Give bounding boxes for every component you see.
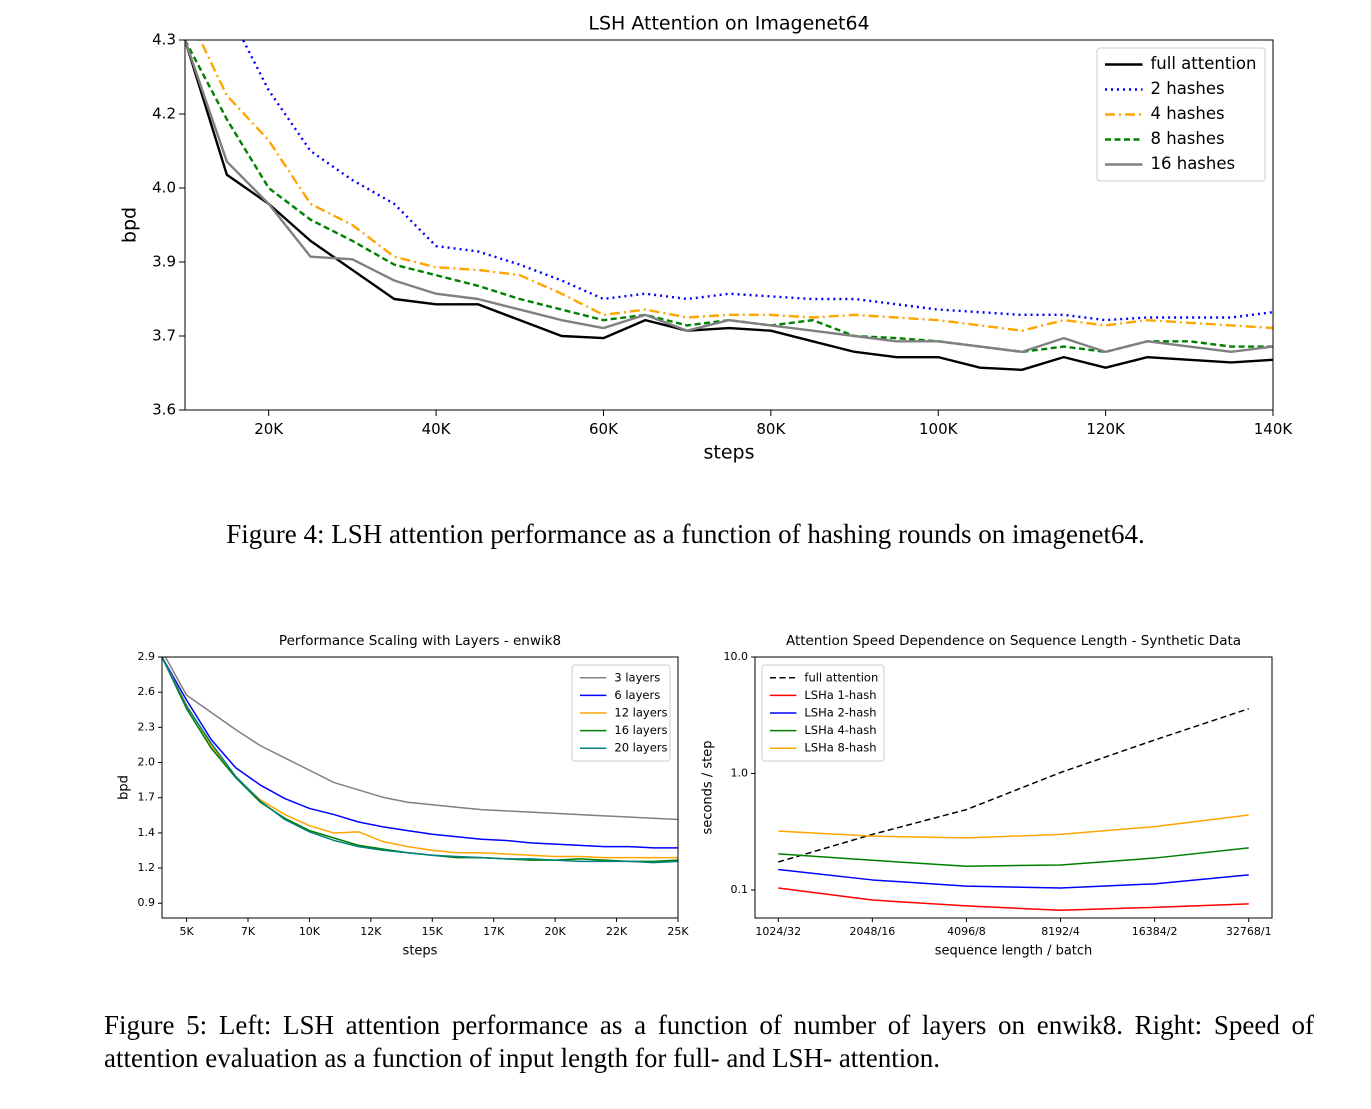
x-tick-label: 4096/8 <box>947 925 986 938</box>
legend-box <box>1096 47 1266 182</box>
y-axis-label: bpd <box>117 775 132 800</box>
y-tick-label: 3.9 <box>152 253 176 271</box>
y-tick-label: 2.0 <box>138 756 156 769</box>
x-tick-label: 10K <box>299 925 321 938</box>
plot-frame <box>161 656 679 919</box>
legend-label: 4 hashes <box>1151 104 1225 123</box>
y-tick-label: 4.2 <box>152 105 176 123</box>
series-line <box>185 40 1273 372</box>
y-tick-label: 3.6 <box>152 401 176 419</box>
x-tick-label: 40K <box>422 420 452 438</box>
x-axis-label: sequence length / batch <box>935 944 1093 959</box>
y-tick-label: 1.0 <box>731 767 749 780</box>
x-tick-label: 5K <box>179 925 194 938</box>
legend-label: LSHa 1-hash <box>804 688 876 702</box>
series-line <box>162 657 678 864</box>
figure-caption: Figure 4: LSH attention performance as a… <box>226 519 1145 549</box>
plot-area <box>185 40 1273 372</box>
x-tick-label: 15K <box>422 925 444 938</box>
series-line <box>778 887 1249 912</box>
series-line <box>778 707 1249 863</box>
figure-caption: Figure 5: Left: LSH attention performanc… <box>104 1010 1314 1073</box>
x-tick-label: 60K <box>589 420 619 438</box>
legend-label: 16 layers <box>614 723 667 737</box>
y-tick-label: 10.0 <box>724 650 749 663</box>
x-tick-label: 12K <box>360 925 382 938</box>
y-tick-label: 0.1 <box>731 883 749 896</box>
legend-label: 12 layers <box>614 706 667 720</box>
x-tick-label: 120K <box>1086 420 1126 438</box>
series-line <box>241 40 1273 322</box>
legend-box <box>571 664 671 762</box>
series-line <box>164 657 678 821</box>
x-tick-label: 22K <box>606 925 628 938</box>
x-axis-label: steps <box>704 442 755 464</box>
series-line <box>778 814 1249 839</box>
y-tick-label: 4.0 <box>152 179 176 197</box>
chart-title: Performance Scaling with Layers - enwik8 <box>279 633 561 649</box>
legend-label: full attention <box>1151 54 1257 73</box>
x-tick-label: 25K <box>667 925 689 938</box>
legend-label: full attention <box>804 670 878 684</box>
series-line <box>778 868 1249 889</box>
plot-frame <box>754 656 1273 919</box>
x-tick-label: 80K <box>756 420 786 438</box>
legend-label: LSHa 2-hash <box>804 706 876 720</box>
x-axis-label: steps <box>403 944 438 959</box>
legend-label: 20 layers <box>614 741 667 755</box>
x-tick-label: 17K <box>483 925 505 938</box>
legend-label: 8 hashes <box>1151 129 1225 148</box>
y-tick-label: 1.4 <box>138 826 156 839</box>
x-tick-label: 16384/2 <box>1132 925 1178 938</box>
legend-label: 2 hashes <box>1151 79 1225 98</box>
x-tick-label: 140K <box>1254 420 1294 438</box>
series-line <box>185 40 1273 354</box>
chart-title: Attention Speed Dependence on Sequence L… <box>786 633 1241 649</box>
plot-frame <box>184 39 1274 411</box>
plot-area <box>778 707 1249 912</box>
x-tick-label: 100K <box>919 420 959 438</box>
y-axis-label: bpd <box>119 207 141 243</box>
legend-label: LSHa 4-hash <box>804 723 876 737</box>
x-tick-label: 20K <box>254 420 284 438</box>
legend-label: 3 layers <box>614 670 660 684</box>
y-tick-label: 2.3 <box>138 720 156 733</box>
y-tick-label: 3.7 <box>152 327 176 345</box>
x-tick-label: 2048/16 <box>850 925 896 938</box>
x-tick-label: 7K <box>241 925 256 938</box>
chart-title: LSH Attention on Imagenet64 <box>588 13 869 35</box>
legend-label: LSHa 8-hash <box>804 741 876 755</box>
x-tick-label: 1024/32 <box>755 925 801 938</box>
y-tick-label: 2.6 <box>138 685 156 698</box>
y-axis-label: seconds / step <box>701 741 716 835</box>
y-tick-label: 2.9 <box>138 650 156 663</box>
y-tick-label: 0.9 <box>138 896 156 909</box>
x-tick-label: 32768/1 <box>1226 925 1272 938</box>
series-line <box>185 40 1273 354</box>
series-line <box>198 40 1273 332</box>
y-tick-label: 1.2 <box>138 861 156 874</box>
plot-area <box>162 657 678 864</box>
y-tick-label: 1.7 <box>138 791 156 804</box>
legend-label: 6 layers <box>614 688 660 702</box>
y-tick-label: 4.3 <box>152 31 176 49</box>
x-tick-label: 8192/4 <box>1041 925 1080 938</box>
series-line <box>162 657 678 849</box>
series-line <box>778 847 1249 867</box>
legend-label: 16 hashes <box>1151 154 1236 173</box>
legend-box <box>761 664 885 762</box>
x-tick-label: 20K <box>545 925 567 938</box>
